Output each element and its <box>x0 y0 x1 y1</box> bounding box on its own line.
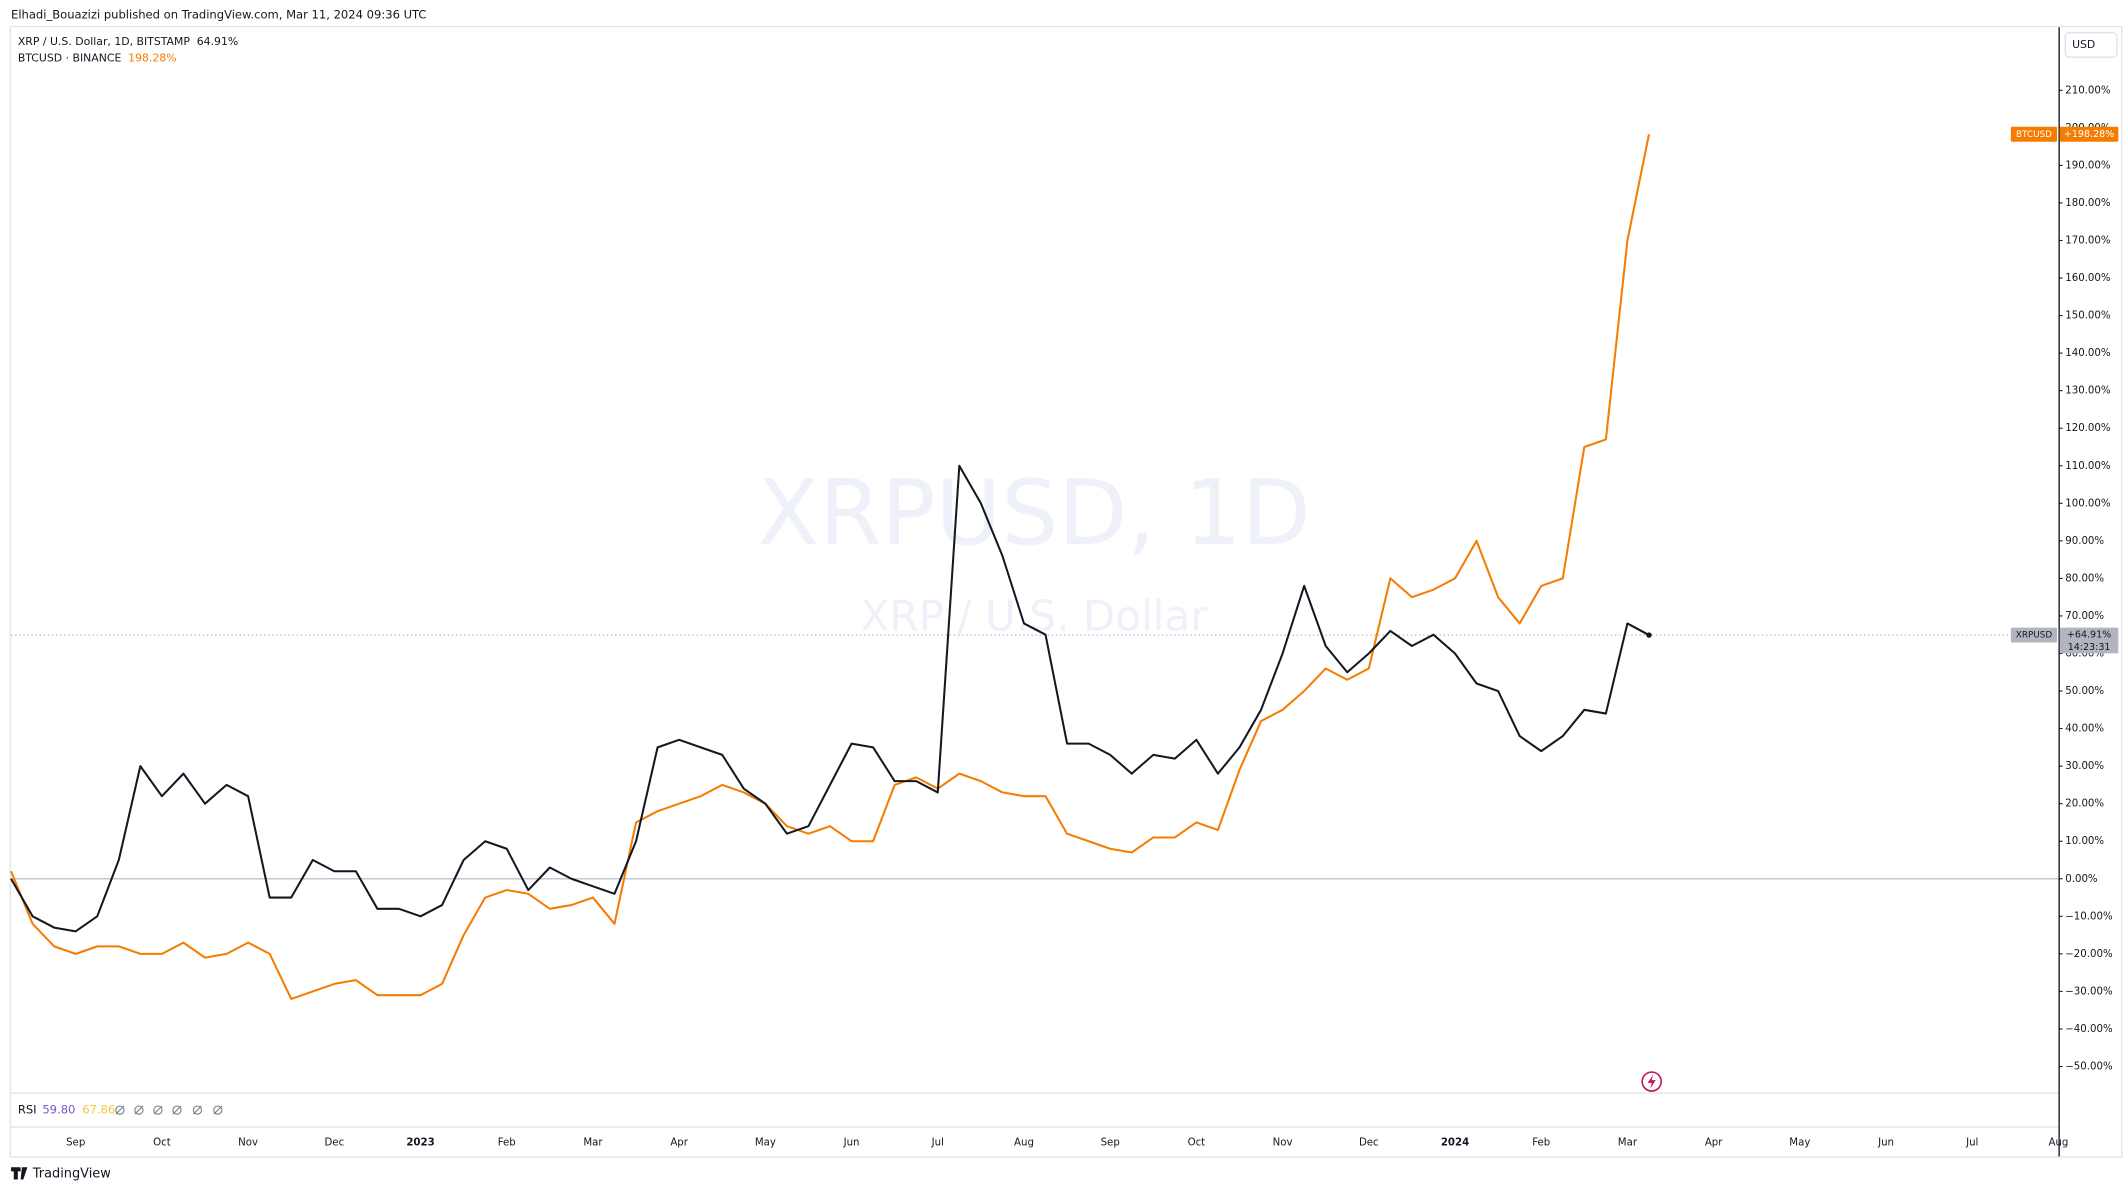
y-tick-label: 180.00% <box>2065 198 2111 209</box>
price-tag-countdown: 14:23:31 <box>2068 642 2111 653</box>
y-tick-label: 10.00% <box>2065 836 2104 847</box>
icon <box>213 1105 223 1115</box>
icon <box>134 1105 144 1115</box>
x-tick-label: Nov <box>238 1138 258 1149</box>
price-tag-bg <box>2059 627 2119 654</box>
icon <box>115 1105 125 1115</box>
rsi-legend: RSI 59.80 67.86 <box>18 1103 115 1117</box>
price-tag-value: +64.91% <box>2067 630 2111 641</box>
icon <box>192 1105 202 1115</box>
indicator-icons <box>115 1105 223 1115</box>
legend-name: XRP / U.S. Dollar, 1D, BITSTAMP <box>18 35 191 48</box>
y-tick-label: 110.00% <box>2065 461 2111 472</box>
y-tick-label: 0.00% <box>2065 874 2098 885</box>
logo <box>11 1167 28 1180</box>
y-tick-label: 170.00% <box>2065 235 2111 246</box>
x-tick-label: Nov <box>1273 1138 1293 1149</box>
series-line <box>10 464 1650 933</box>
brand: TradingView <box>32 1167 111 1182</box>
y-tick-label: −50.00% <box>2065 1062 2113 1073</box>
x-tick-label: Oct <box>153 1138 171 1149</box>
icon <box>153 1105 163 1115</box>
y-tick-label: 140.00% <box>2065 348 2111 359</box>
x-tick-label: Apr <box>670 1138 688 1149</box>
x-tick-label: Mar <box>1618 1138 1638 1149</box>
watermark: XRPUSD, 1D <box>758 462 1311 566</box>
last-point <box>1646 632 1652 638</box>
x-tick-label: Dec <box>324 1138 344 1149</box>
x-tick-label: Feb <box>1532 1138 1550 1149</box>
icon <box>153 1105 163 1115</box>
y-tick-label: 100.00% <box>2065 498 2111 509</box>
watermark-subtitle: XRP / U.S. Dollar <box>860 591 1208 640</box>
y-tick-label: 130.00% <box>2065 386 2111 397</box>
x-tick-label: Mar <box>583 1138 603 1149</box>
y-tick-label: −40.00% <box>2065 1024 2113 1035</box>
icon <box>213 1105 223 1115</box>
y-tick-label: 190.00% <box>2065 160 2111 171</box>
price-tag-name-bg <box>2010 126 2058 142</box>
x-tick-label: Apr <box>1705 1138 1723 1149</box>
y-tick-label: 60.00% <box>2065 648 2104 659</box>
x-tick-label: 2023 <box>406 1138 434 1149</box>
x-tick-label: Aug <box>2049 1138 2069 1149</box>
y-tick-label: 40.00% <box>2065 724 2104 735</box>
legend-value: 198.28% <box>128 51 176 64</box>
x-tick-label: Feb <box>498 1138 516 1149</box>
y-tick-label: −30.00% <box>2065 986 2113 997</box>
currency-button[interactable] <box>2064 31 2118 58</box>
x-tick-label: Aug <box>1014 1138 1034 1149</box>
series-line <box>10 134 1650 1000</box>
icon <box>172 1105 182 1115</box>
y-tick-label: −10.00% <box>2065 911 2113 922</box>
x-tick-label: Sep <box>66 1138 85 1149</box>
x-tick-label: Jun <box>1877 1138 1894 1149</box>
frame <box>9 25 2123 1158</box>
y-tick-label: 80.00% <box>2065 573 2104 584</box>
brand-logo <box>11 1167 28 1180</box>
icon <box>192 1105 203 1115</box>
x-tick-label: Jul <box>931 1138 944 1149</box>
y-tick-label: 30.00% <box>2065 761 2104 772</box>
x-tick-label: Jun <box>843 1138 860 1149</box>
price-tag-name: XRPUSD <box>2016 631 2053 641</box>
legend-value: 64.91% <box>197 35 238 48</box>
y-tick-label: 20.00% <box>2065 799 2104 810</box>
legend: XRP / U.S. Dollar, 1D, BITSTAMP 64.91% BTC… <box>18 35 238 64</box>
y-tick-label: 90.00% <box>2065 536 2104 547</box>
y-tick-label: 160.00% <box>2065 273 2111 284</box>
y-tick-label: 50.00% <box>2065 686 2104 697</box>
icon <box>172 1105 182 1115</box>
icon <box>134 1105 144 1115</box>
price-tag-name: BTCUSD <box>2016 130 2052 140</box>
icon <box>115 1105 125 1115</box>
x-tick-label: May <box>755 1138 776 1149</box>
lightning-icon[interactable] <box>1641 1071 1663 1092</box>
x-tick-label: May <box>1789 1138 1810 1149</box>
icon-bolt[interactable] <box>1647 1074 1656 1089</box>
price-tag-bg <box>2059 126 2119 142</box>
indicator-reading: 67.86 <box>82 1103 115 1117</box>
x-tick-label: Sep <box>1101 1138 1120 1149</box>
price-tag-value: +198.28% <box>2064 129 2114 140</box>
x-tick-label: 2024 <box>1441 1138 1469 1149</box>
y-tick-label: 150.00% <box>2065 311 2111 322</box>
legend-name: BTCUSD · BINANCE <box>18 51 122 64</box>
publisher: Elhadi_Bouazizi published on TradingView… <box>11 7 426 21</box>
y-tick-label: 210.00% <box>2065 85 2111 96</box>
y-tick-label: 70.00% <box>2065 611 2104 622</box>
price-tag-name-bg <box>2010 627 2058 643</box>
x-tick-label: Oct <box>1188 1138 1206 1149</box>
y-tick-label: 120.00% <box>2065 423 2111 434</box>
currency[interactable]: USD <box>2072 38 2095 51</box>
y-tick-label: −20.00% <box>2065 949 2113 960</box>
x-tick-label: Jul <box>1965 1138 1978 1149</box>
icon-ring[interactable] <box>1641 1071 1663 1092</box>
x-tick-label: Dec <box>1359 1138 1379 1149</box>
indicator-reading: 59.80 <box>42 1103 75 1117</box>
indicator-name: RSI <box>18 1103 37 1117</box>
